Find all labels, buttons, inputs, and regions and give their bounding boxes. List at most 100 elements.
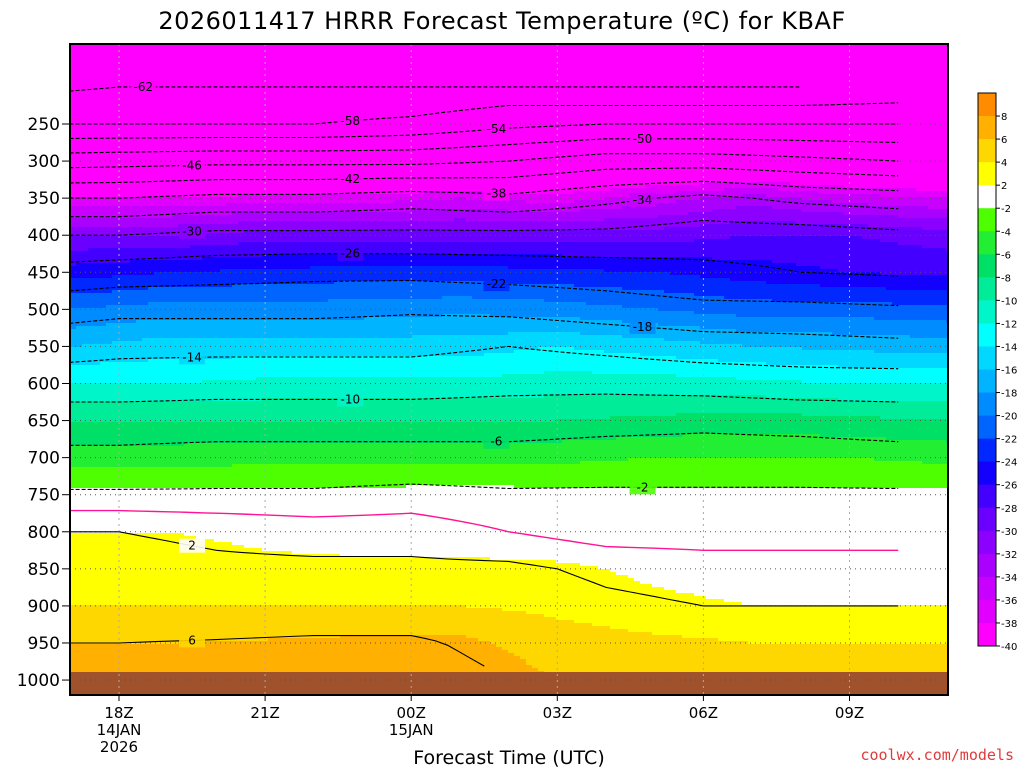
colorbar-swatch [978,323,996,347]
colorbar-swatch [978,300,996,324]
colorbar-swatch [978,438,996,463]
contour-label: 2 [188,539,196,553]
y-tick-label: 700 [28,449,60,469]
contour-label: -2 [637,480,649,494]
colorbar-swatch [978,93,996,117]
colorbar-swatch [978,231,996,255]
colorbar-swatch [978,139,996,163]
colorbar-label: -38 [1001,619,1017,630]
y-axis: 250 300 350 400 450 500 550 600 650 700 750 800 850 9… [17,115,70,691]
colorbar-swatch [978,553,996,578]
colorbar-label: -2 [1001,204,1011,215]
contour-label: -50 [633,132,653,146]
contour-label: -62 [134,80,154,94]
colorbar-swatch [978,599,996,624]
colorbar-label: 8 [1001,112,1007,123]
colorbar-label: -8 [1001,273,1011,284]
x-tick-label: 18Z [104,704,133,722]
colorbar-label: 6 [1001,135,1007,146]
colorbar-label: -30 [1001,527,1017,538]
colorbar-swatch [978,346,996,370]
y-tick-label: 900 [28,597,60,617]
y-tick-label: 600 [28,374,60,394]
y-tick-label: 750 [28,486,60,506]
colorbar-swatch [978,185,996,209]
colorbar-label: -10 [1001,296,1017,307]
x-tick-label: 09Z [835,704,864,722]
colorbar-label: -12 [1001,319,1017,330]
colorbar-label: -22 [1001,435,1017,446]
colorbar-label: 2 [1001,181,1007,192]
y-tick-label: 350 [28,189,60,209]
y-tick-label: 650 [28,412,60,432]
colorbar-label: -6 [1001,250,1011,261]
colorbar-label: -40 [1001,642,1017,653]
contour-layer [70,86,899,667]
colorbar-swatch [978,116,996,140]
y-tick-label: 800 [28,523,60,543]
colorbar-swatch [978,576,996,601]
contour-label: -22 [487,277,507,291]
colorbar-swatch [978,530,996,555]
contour-label: 6 [188,633,196,647]
colorbar-swatch [978,392,996,416]
colorbar-swatch [978,461,996,486]
contour-label: -58 [341,114,361,128]
contour-label: -42 [341,172,361,186]
y-tick-label: 450 [28,263,60,283]
colorbar-label: -32 [1001,550,1017,561]
colorbar-label: -14 [1001,342,1017,353]
x-tick-label: 06Z [689,704,718,722]
y-tick-label: 500 [28,300,60,320]
y-tick-label: 550 [28,337,60,357]
surface-layer [70,672,948,695]
contour-label: -54 [487,122,507,136]
contour-label: -18 [633,320,653,334]
colorbar-swatch [978,369,996,393]
source-credit: coolwx.com/models [860,746,1014,764]
contour-label: -34 [633,193,653,207]
y-tick-label: 850 [28,560,60,580]
y-tick-label: 300 [28,152,60,172]
x-tick-label: 14JAN [97,721,142,739]
contour-label: -38 [487,187,507,201]
y-tick-label: 950 [28,634,60,654]
colorbar-swatch [978,484,996,509]
plot-frame [69,43,949,696]
y-tick-label: 250 [28,115,60,135]
temperature-fill-layer [70,44,948,695]
contour-label: -6 [490,435,502,449]
chart-title: 2026011417 HRRR Forecast Temperature (ºC… [158,7,845,35]
colorbar-swatch [978,415,996,440]
x-axis-title: Forecast Time (UTC) [413,747,604,768]
x-tick-label: 00Z [397,704,426,722]
contour-label: -14 [182,350,202,364]
x-tick-label: 03Z [543,704,572,722]
colorbar-swatch [978,622,996,647]
y-tick-label: 400 [28,226,60,246]
x-tick-label: 15JAN [389,721,434,739]
x-tick-label: 2026 [100,738,138,756]
colorbar-label: 4 [1001,158,1007,169]
colorbar-label: -18 [1001,389,1017,400]
y-tick-label: 1000 [17,671,60,691]
contour-label: -10 [341,392,361,406]
contour-label: -30 [182,225,202,239]
colorbar-legend: 8 6 4 2 -2 -4 -6 -8 -10 -12 -14 -16 -18 -20 -22 -24 -26 -… [977,92,1017,653]
colorbar-swatch [978,277,996,301]
colorbar-swatch [978,162,996,186]
colorbar-label: -4 [1001,227,1011,238]
colorbar-label: -34 [1001,573,1017,584]
colorbar-label: -20 [1001,412,1017,423]
colorbar-swatch [978,254,996,278]
colorbar-label: -28 [1001,504,1017,515]
colorbar-swatch [978,208,996,232]
colorbar-label: -24 [1001,458,1017,469]
colorbar-label: -16 [1001,366,1017,377]
colorbar-label: -36 [1001,596,1017,607]
colorbar-swatch [978,507,996,532]
contour-label: -46 [182,158,202,172]
x-tick-label: 21Z [250,704,279,722]
